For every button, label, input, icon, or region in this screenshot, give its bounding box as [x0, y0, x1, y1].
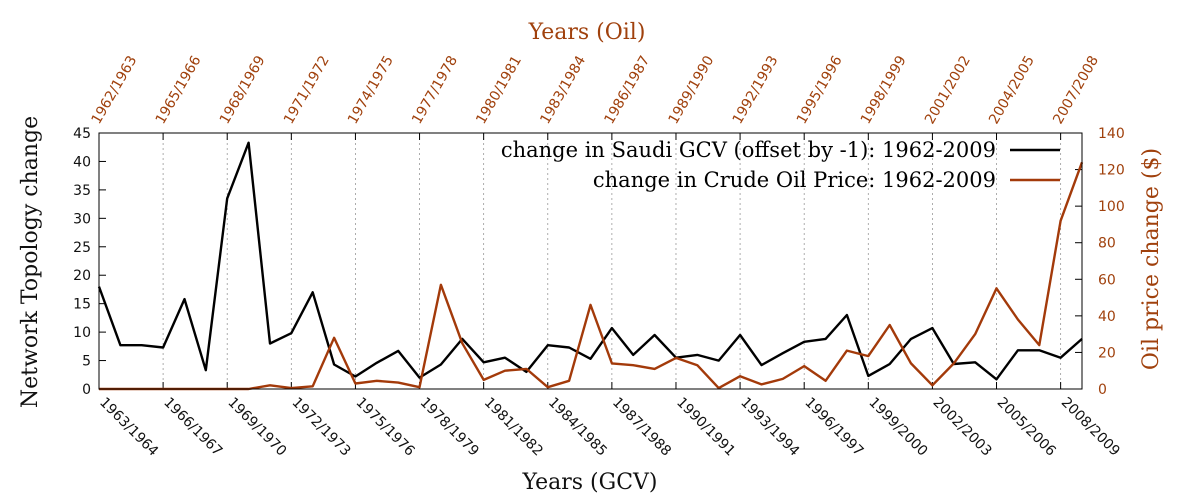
x-axis-title: Years (GCV) — [521, 470, 657, 495]
y-left-tick-label: 35 — [73, 183, 91, 199]
x-top-tick-label: 1962/1963 — [89, 53, 141, 127]
y-right-ticks: 0 20 40 60 80 100 120 140 — [1075, 126, 1125, 398]
series-line-crude-oil-price — [99, 161, 1084, 391]
x-top-tick-label: 1986/1987 — [601, 53, 653, 127]
x-bottom-tick-label: 1963/1964 — [96, 395, 161, 460]
x-bottom-tick-label: 1978/1979 — [417, 395, 482, 460]
x-bottom-tick-label: 1975/1976 — [353, 395, 418, 460]
x-bottom-tick-label: 1999/2000 — [865, 395, 930, 460]
y-right-tick-label: 20 — [1098, 345, 1116, 361]
legend-label: change in Saudi GCV (offset by -1): 1962… — [501, 138, 996, 162]
y-left-tick-label: 0 — [82, 382, 91, 398]
x-top-tick-label: 1992/1993 — [730, 53, 782, 127]
x-bottom-tick-label: 1966/1967 — [160, 395, 225, 460]
x-top-tick-label: 1974/1975 — [345, 53, 397, 127]
series-lines — [97, 141, 1084, 391]
x-bottom-tick-label: 1990/1991 — [673, 395, 738, 460]
plot-frame — [98, 132, 1083, 390]
x-top-tick-label: 1965/1966 — [153, 53, 205, 127]
x-top-tick-label: 1989/1990 — [666, 53, 718, 127]
x-top-tick-label: 2001/2002 — [922, 53, 974, 127]
y-left-tick-label: 5 — [82, 354, 91, 370]
x-bottom-tick-label: 1984/1985 — [545, 395, 610, 460]
y-right-tick-label: 0 — [1098, 382, 1107, 398]
x-top-tick-label: 1971/1972 — [281, 53, 333, 127]
x-bottom-tick-label: 1972/1973 — [288, 395, 353, 460]
x-top-tick-label: 2004/2005 — [986, 53, 1038, 127]
x-bottom-tick-label: 2008/2009 — [1058, 395, 1123, 460]
x-top-tick-label: 2007/2008 — [1050, 53, 1102, 127]
x-bottom-tick-label: 2005/2006 — [994, 395, 1059, 460]
y-right-tick-label: 140 — [1098, 126, 1125, 142]
y-right-tick-label: 120 — [1098, 163, 1125, 179]
y-right-axis-title: Oil price change ($) — [1139, 148, 1164, 370]
y-left-axis-title: Network Topology change — [18, 116, 43, 408]
x-top-tick-label: 1998/1999 — [858, 53, 910, 127]
x-bottom-tick-label: 1996/1997 — [801, 395, 866, 460]
x-bottom-tick-label: 1969/1970 — [224, 395, 289, 460]
y-right-tick-label: 40 — [1098, 309, 1116, 325]
legend-label: change in Crude Oil Price: 1962-2009 — [593, 168, 996, 192]
y-right-tick-label: 60 — [1098, 272, 1116, 288]
x-top-tick-label: 1980/1981 — [473, 53, 525, 127]
y-left-tick-label: 40 — [73, 154, 91, 170]
x-bottom-ticks: 1963/1964 1966/1967 1969/1970 1972/1973 1975… — [96, 382, 1123, 460]
x-bottom-tick-label: 1993/1994 — [737, 395, 802, 460]
y-left-ticks: 0 5 10 15 20 25 30 35 40 45 — [73, 126, 106, 398]
x-bottom-tick-label: 1981/1982 — [481, 395, 546, 460]
y-left-tick-label: 20 — [73, 268, 91, 284]
y-left-tick-label: 25 — [73, 240, 91, 256]
y-left-tick-label: 30 — [73, 211, 91, 227]
x-bottom-tick-label: 2002/2003 — [930, 395, 995, 460]
x-top-tick-label: 1977/1978 — [409, 53, 461, 127]
top-axis-title: Years (Oil) — [528, 20, 646, 45]
y-left-tick-label: 15 — [73, 297, 91, 313]
y-right-tick-label: 100 — [1098, 199, 1125, 215]
x-top-ticks: 1962/1963 1965/1966 1968/1969 1971/1972 1974… — [89, 53, 1102, 140]
legend: change in Saudi GCV (offset by -1): 1962… — [501, 138, 1060, 192]
x-top-tick-label: 1983/1984 — [537, 53, 589, 127]
x-top-tick-label: 1968/1969 — [217, 53, 269, 127]
x-top-tick-label: 1995/1996 — [794, 53, 846, 127]
series-line-saudi-gcv — [97, 141, 1083, 381]
x-bottom-tick-label: 1987/1988 — [609, 395, 674, 460]
y-left-tick-label: 45 — [73, 126, 91, 142]
y-left-tick-label: 10 — [73, 325, 91, 341]
y-right-tick-label: 80 — [1098, 236, 1116, 252]
